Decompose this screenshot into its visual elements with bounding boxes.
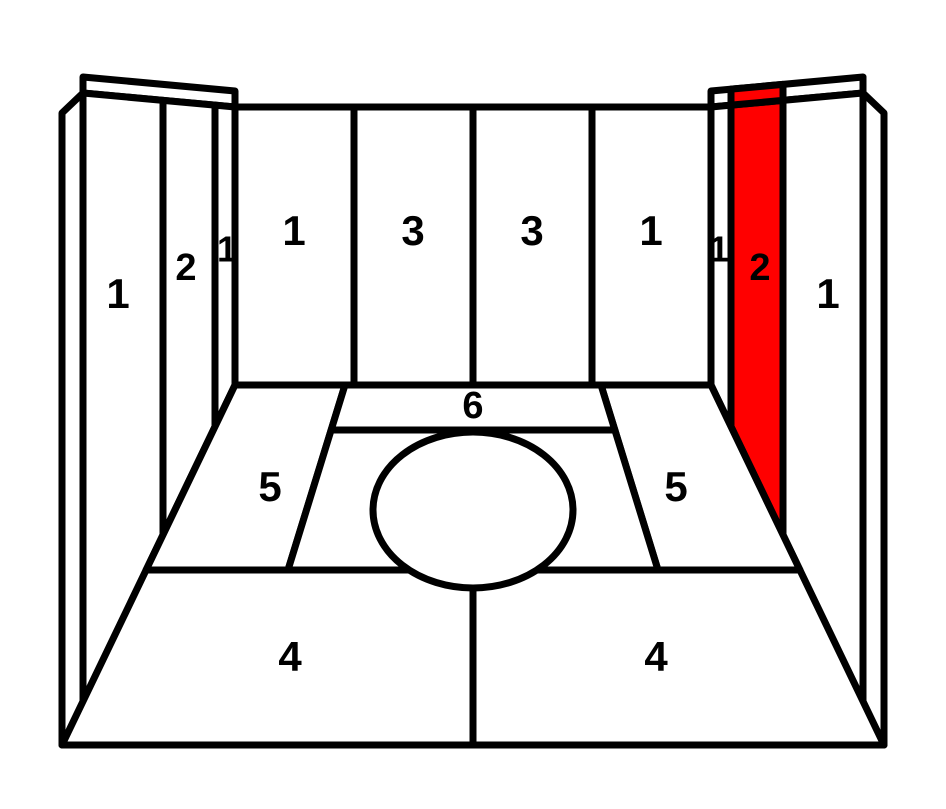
svg-text:1: 1 xyxy=(106,270,129,317)
svg-text:4: 4 xyxy=(644,633,668,680)
room-diagram: 121121133155644 xyxy=(0,0,946,809)
svg-text:6: 6 xyxy=(462,385,483,427)
svg-text:3: 3 xyxy=(401,207,424,254)
svg-text:5: 5 xyxy=(258,463,281,510)
svg-text:1: 1 xyxy=(709,229,729,270)
svg-text:2: 2 xyxy=(749,247,770,289)
svg-text:3: 3 xyxy=(520,207,543,254)
svg-text:1: 1 xyxy=(282,207,305,254)
svg-text:1: 1 xyxy=(816,270,839,317)
svg-text:1: 1 xyxy=(217,229,237,270)
svg-text:5: 5 xyxy=(664,463,687,510)
svg-text:4: 4 xyxy=(278,633,302,680)
svg-text:2: 2 xyxy=(175,247,196,289)
svg-text:1: 1 xyxy=(639,207,662,254)
